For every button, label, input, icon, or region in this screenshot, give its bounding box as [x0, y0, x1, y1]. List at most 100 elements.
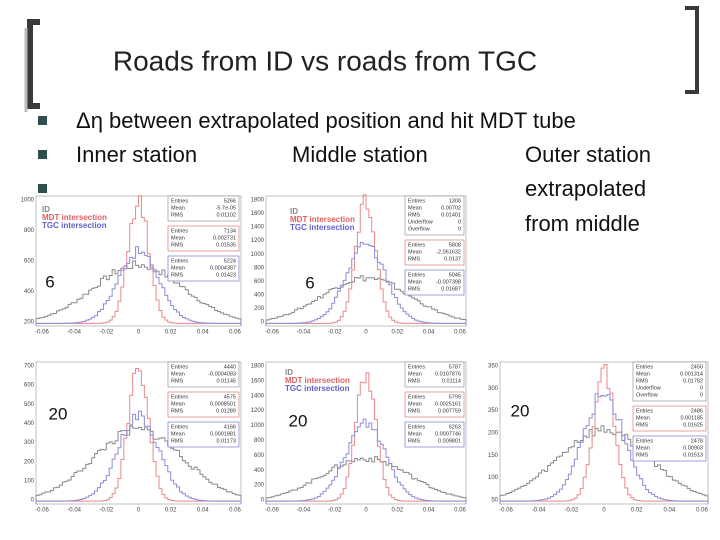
stats-name: RMS — [171, 212, 184, 218]
bullet-text: Δη between extrapolated position and hit… — [76, 108, 576, 133]
stats-value: 4575 — [224, 394, 236, 400]
legend-entry: ID — [285, 368, 293, 377]
stats-box — [167, 361, 240, 388]
y-tick-label: 600 — [254, 453, 265, 459]
stats-box — [404, 239, 465, 266]
histogram-outline — [265, 275, 467, 326]
stats-name: RMS — [636, 452, 649, 458]
stats-value: 0.0007746 — [435, 431, 461, 437]
stats-name: Entries — [171, 364, 188, 370]
stats-value: 0.01289 — [216, 408, 236, 414]
stats-value: 0.007759 — [438, 408, 461, 414]
stats-box — [404, 361, 465, 388]
plot-frame — [499, 361, 709, 505]
stats-name: RMS — [636, 422, 649, 428]
stats-name: Entries — [636, 408, 653, 414]
x-tick-label: -0.04 — [532, 508, 546, 514]
histogram-panel: 1000 800 600 400 200-0.06 -0.04 -0.02 0 0.02 0.04… — [21, 195, 242, 336]
y-tick-label: 200 — [24, 320, 35, 326]
y-tick-label: 800 — [24, 228, 35, 234]
y-tick-label: 1400 — [251, 393, 265, 399]
legend-entry: MDT intersection — [285, 376, 350, 385]
stats-value: 0.01114 — [442, 378, 461, 384]
stats-value: 2478 — [691, 438, 703, 444]
panel-label: 20 — [511, 401, 530, 420]
histogram-outline — [35, 195, 242, 326]
stats-value: 0.001314 — [680, 371, 703, 377]
stats-name: Mean — [636, 415, 650, 421]
y-tick-label: 1200 — [251, 238, 265, 244]
x-tick-label: 0 — [137, 508, 141, 514]
histogram-outline — [35, 260, 242, 326]
stats-box — [167, 391, 240, 418]
stats-value: 0.002731 — [213, 235, 236, 241]
y-tick-label: 200 — [488, 431, 499, 437]
x-tick-label: 0.04 — [423, 508, 435, 514]
stats-box — [167, 195, 240, 222]
x-tick-label: 0.02 — [631, 508, 643, 514]
stats-value: 0.01401 — [441, 212, 461, 218]
stats-box — [404, 269, 465, 296]
stats-name: Entries — [171, 198, 188, 204]
stats-value: 0.0107876 — [435, 371, 461, 377]
histogram-outline — [35, 425, 242, 504]
y-tick-label: 700 — [24, 364, 35, 370]
plot-frame — [35, 361, 242, 505]
stats-box — [404, 391, 465, 418]
stats-value: 5045 — [449, 272, 461, 278]
x-tick-label: -0.06 — [35, 330, 49, 336]
stats-name: Entries — [171, 228, 188, 234]
y-tick-label: 0 — [261, 320, 265, 326]
stats-name: RMS — [408, 286, 421, 292]
stats-name: Mean — [408, 431, 422, 437]
x-tick-label: 0.06 — [454, 330, 466, 336]
stats-name: Entries — [408, 364, 425, 370]
histogram-outline — [35, 246, 242, 326]
x-tick-label: -0.04 — [67, 330, 81, 336]
stats-value: 0.0008501 — [210, 401, 236, 407]
stats-value: 0 — [700, 392, 703, 398]
stats-name: Mean — [171, 401, 185, 407]
stats-value: 0.01687 — [441, 286, 461, 292]
panel-label: 6 — [305, 273, 314, 292]
panel-label: 20 — [49, 404, 68, 423]
legend-entry: TGC intersection — [290, 223, 355, 232]
histogram-outline — [35, 410, 242, 504]
stats-name: Overflow — [408, 226, 430, 232]
stats-box — [632, 361, 707, 402]
y-tick-label: 400 — [254, 468, 265, 474]
stats-box — [632, 405, 707, 432]
y-tick-label: 600 — [254, 279, 265, 285]
y-tick-label: 1600 — [251, 211, 265, 217]
y-tick-label: 50 — [491, 498, 498, 504]
stats-value: 4440 — [224, 364, 236, 370]
stats-value: -5.7e-05 — [216, 205, 237, 211]
stats-value: 5799 — [449, 394, 461, 400]
x-tick-label: 0 — [137, 330, 141, 336]
column-label: Outer station — [525, 142, 651, 167]
x-tick-label: -0.02 — [99, 508, 113, 514]
x-tick-label: 0 — [602, 508, 606, 514]
stats-name: Mean — [636, 371, 650, 377]
y-tick-label: 1000 — [21, 198, 35, 204]
stats-value: 0.01102 — [217, 212, 236, 218]
x-tick-label: 0.04 — [423, 330, 435, 336]
stats-value: 0.009801 — [438, 438, 461, 444]
x-tick-label: -0.02 — [99, 330, 113, 336]
stats-name: Entries — [408, 272, 425, 278]
stats-value: 0.00903 — [683, 445, 703, 451]
column-label: Middle station — [292, 142, 428, 167]
stats-value: 0.01535 — [216, 242, 236, 248]
histogram-outline — [265, 241, 467, 326]
outer-note: from middle — [525, 211, 640, 236]
outer-note: extrapolated — [525, 176, 646, 201]
y-tick-label: 1800 — [251, 364, 265, 370]
plot-frame — [265, 361, 467, 505]
y-tick-label: 400 — [24, 421, 35, 427]
stats-name: RMS — [408, 256, 421, 262]
bullet-marker — [38, 184, 47, 193]
x-tick-label: 0 — [364, 508, 368, 514]
stats-name: Entries — [408, 242, 425, 248]
legend-entry: ID — [290, 207, 298, 216]
